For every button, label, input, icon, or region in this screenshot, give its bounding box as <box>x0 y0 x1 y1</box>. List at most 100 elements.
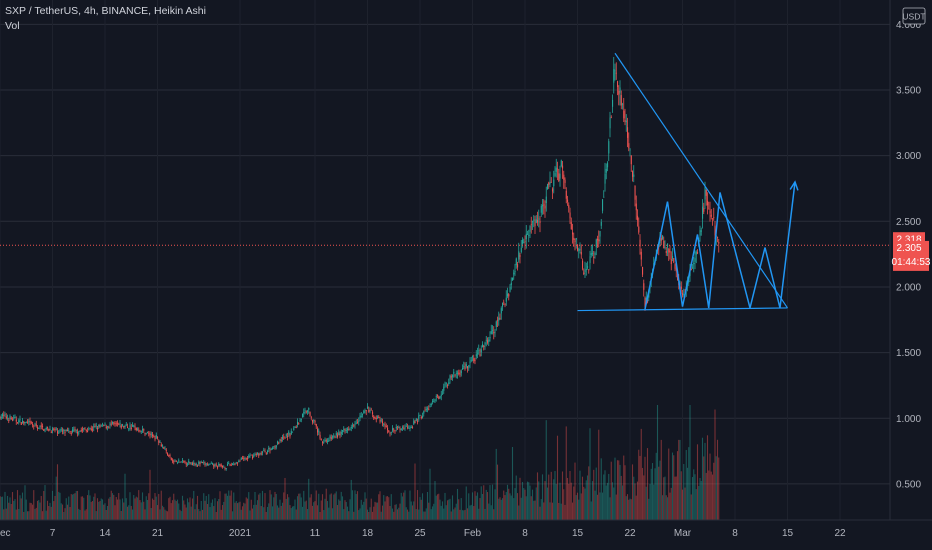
volume-bar <box>671 452 674 520</box>
x-tick-label: 11 <box>310 528 321 539</box>
volume-bar <box>468 493 470 520</box>
volume-bar <box>99 501 101 520</box>
candle-body <box>259 452 261 454</box>
volume-bar <box>333 494 335 520</box>
candle-body <box>415 418 417 421</box>
candle-body <box>468 365 470 367</box>
symbol-title[interactable]: SXP / TetherUS, 4h, BINANCE, Heikin Ashi <box>5 5 206 17</box>
candle-body <box>109 423 111 426</box>
candle-body <box>664 247 666 249</box>
candle-body <box>695 251 697 255</box>
volume-bar <box>605 485 607 520</box>
volume-bar <box>500 499 502 520</box>
candle-body <box>368 409 370 412</box>
candle-body <box>224 468 226 469</box>
volume-bar <box>510 495 512 520</box>
volume-bar <box>28 511 30 520</box>
volume-bar <box>564 504 566 520</box>
descending-trendline[interactable] <box>614 52 788 309</box>
volume-bar <box>406 509 409 520</box>
volume-bar <box>435 495 437 520</box>
candle-body <box>264 451 266 453</box>
price-axis[interactable]: 0.500 1.000 1.500 2.000 2.500 3.000 3.500 4.000 <box>889 0 921 520</box>
volume-bar <box>456 488 459 520</box>
volume-bar <box>63 511 65 520</box>
candle-body <box>619 87 621 93</box>
volume-bar <box>156 505 159 520</box>
candle-body <box>402 427 404 429</box>
drawings[interactable] <box>577 52 799 312</box>
volume-bar <box>674 476 676 520</box>
volume-bar <box>463 510 465 520</box>
candle-body <box>497 320 499 322</box>
x-tick-label: 22 <box>834 528 846 539</box>
volume-bar <box>524 489 526 520</box>
volume-bar <box>208 494 210 520</box>
volume-bar <box>120 510 122 520</box>
volume-bar <box>283 492 285 520</box>
candle-body <box>285 434 287 436</box>
candle-body <box>293 428 295 430</box>
x-tick-label: ec <box>0 528 11 539</box>
volume-bar <box>715 456 717 520</box>
volume-bar <box>243 502 245 520</box>
volume-bar <box>415 509 417 520</box>
candle-body <box>134 426 136 428</box>
candle-body <box>0 416 1 419</box>
candle-body <box>392 428 394 431</box>
currency-badge[interactable]: USDT <box>902 7 926 25</box>
candle-body <box>214 464 216 466</box>
time-axis[interactable]: ec 7 14 21 2021 11 18 25 Feb 8 15 22 Mar 8 15 22 <box>0 519 932 539</box>
volume-bar <box>574 462 576 520</box>
candle-body <box>637 215 639 221</box>
volume-bar <box>268 503 270 520</box>
volume-bar <box>100 498 102 520</box>
candle-body <box>412 427 414 429</box>
volume-bar <box>398 507 400 520</box>
volume-bar <box>189 497 191 520</box>
volume-bar <box>591 481 594 520</box>
volume-bar <box>250 499 252 520</box>
volume-bar <box>161 505 164 520</box>
candle-body <box>338 432 340 435</box>
candle-body <box>407 426 409 428</box>
support-line[interactable] <box>577 307 788 312</box>
candle-body <box>92 429 94 431</box>
volume-bar <box>1 496 4 520</box>
candle-body <box>255 454 257 456</box>
candle-body <box>663 240 665 248</box>
volume-bar <box>358 510 360 520</box>
volume-bar <box>389 506 391 520</box>
volume-bar <box>73 493 75 520</box>
volume-bar <box>74 493 76 520</box>
candle-body <box>310 417 312 419</box>
candle-body <box>409 427 411 429</box>
current-price-value: 2.305 <box>896 243 921 254</box>
candle-body <box>114 423 116 424</box>
volume-bar <box>440 505 442 520</box>
volume-bar <box>39 502 41 520</box>
candle-body <box>179 461 181 463</box>
candle-body <box>27 421 29 423</box>
candle-body <box>639 239 641 247</box>
volume-indicator-label[interactable]: Vol <box>5 20 20 32</box>
candle-body <box>317 428 319 433</box>
volume-bar <box>593 469 595 520</box>
candle-body <box>549 181 551 184</box>
volume-bar <box>15 509 17 520</box>
volume-bar <box>328 507 330 520</box>
candle-body <box>574 240 576 242</box>
candle-body <box>692 267 694 269</box>
volume-bar <box>466 508 469 520</box>
volume-bar <box>355 494 357 520</box>
candle-body <box>279 439 281 441</box>
volume-bar <box>704 442 706 520</box>
volume-bar <box>223 501 225 520</box>
candle-body <box>238 461 240 463</box>
candle-body <box>673 258 675 263</box>
volume-bar <box>699 477 701 520</box>
projection-path[interactable] <box>644 181 796 310</box>
candle-body <box>517 264 519 268</box>
volume-bar <box>621 485 624 520</box>
